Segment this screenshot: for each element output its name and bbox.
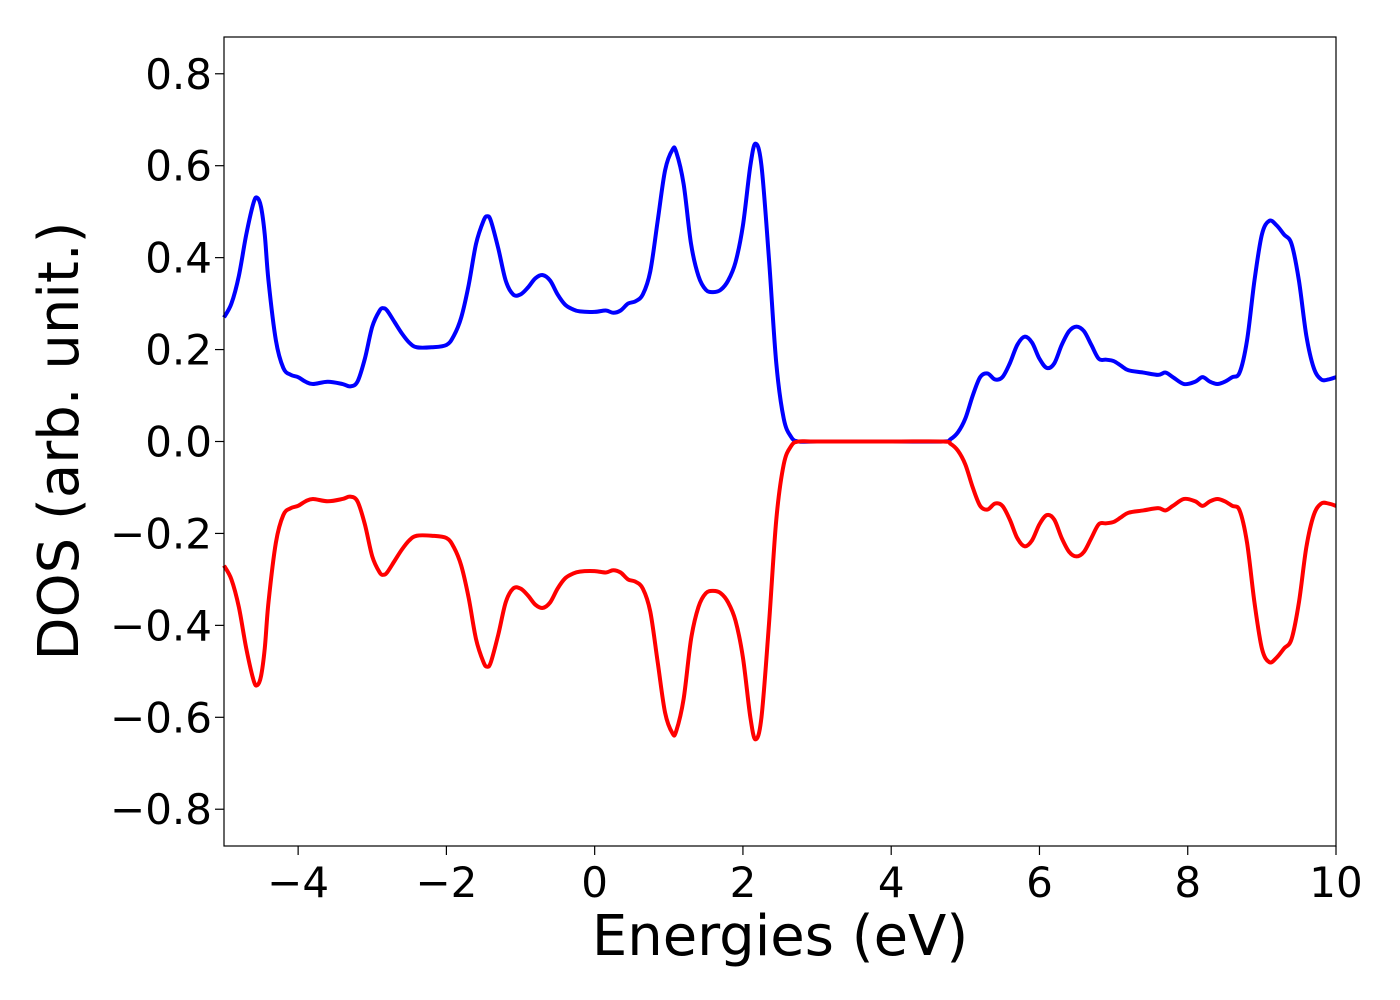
x-tick-label: −4 xyxy=(267,858,329,907)
x-tick-label: 0 xyxy=(581,858,608,907)
y-tick-label: 0.8 xyxy=(145,50,212,99)
y-tick-label: 0.4 xyxy=(145,234,212,283)
x-tick-label: 6 xyxy=(1026,858,1053,907)
x-axis-label: Energies (eV) xyxy=(592,904,968,969)
dos-series-red-line xyxy=(222,439,1337,742)
y-tick-label: 0.6 xyxy=(145,142,212,191)
series-layer xyxy=(222,141,1337,742)
y-tick-label: −0.4 xyxy=(110,601,212,650)
x-axis-ticks: −4 −2 0 2 4 6 8 10 xyxy=(267,846,1363,907)
x-tick-label: 8 xyxy=(1174,858,1201,907)
y-tick-label: −0.6 xyxy=(110,693,212,742)
x-tick-label: 10 xyxy=(1309,858,1362,907)
y-axis-ticks: 0.8 0.6 0.4 0.2 0.0 −0.2 −0.4 −0.6 −0.8 xyxy=(110,50,224,834)
x-tick-label: 2 xyxy=(730,858,757,907)
y-tick-label: −0.2 xyxy=(110,509,212,558)
x-tick-label: −2 xyxy=(415,858,477,907)
y-axis-label: DOS (arb. unit.) xyxy=(27,221,92,660)
y-tick-label: 0.2 xyxy=(145,326,212,375)
x-tick-label: 4 xyxy=(878,858,905,907)
y-tick-label: 0.0 xyxy=(145,418,212,467)
y-tick-label: −0.8 xyxy=(110,785,212,834)
dos-series-blue-line xyxy=(222,141,1337,444)
plot-area xyxy=(224,37,1336,846)
